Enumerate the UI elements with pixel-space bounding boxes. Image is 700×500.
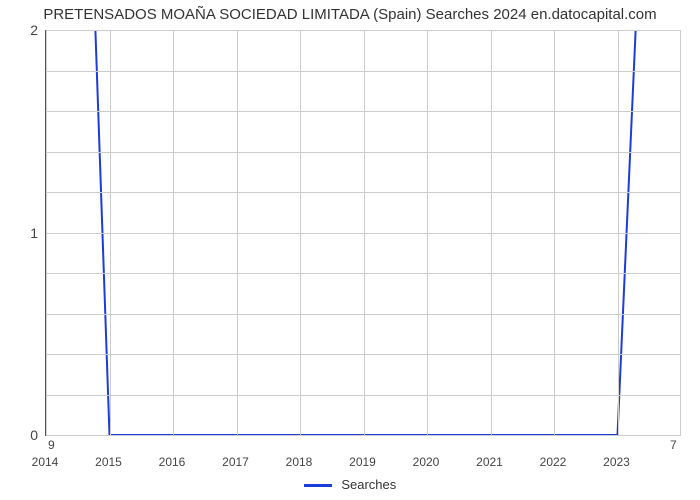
hgrid-minor <box>46 111 681 112</box>
endpoint-label-left: 9 <box>48 438 55 452</box>
x-tick-label: 2023 <box>587 455 647 469</box>
hgrid-line <box>46 435 681 436</box>
plot-area <box>45 30 681 436</box>
legend: Searches <box>0 477 700 492</box>
chart-container: PRETENSADOS MOAÑA SOCIEDAD LIMITADA (Spa… <box>0 0 700 500</box>
hgrid-minor <box>46 71 681 72</box>
chart-title: PRETENSADOS MOAÑA SOCIEDAD LIMITADA (Spa… <box>0 6 700 23</box>
x-tick-label: 2021 <box>460 455 520 469</box>
hgrid-minor <box>46 192 681 193</box>
x-tick-label: 2015 <box>79 455 139 469</box>
x-tick-label: 2017 <box>206 455 266 469</box>
x-tick-label: 2019 <box>333 455 393 469</box>
x-tick-label: 2020 <box>396 455 456 469</box>
legend-label: Searches <box>341 477 396 492</box>
hgrid-line <box>46 233 681 234</box>
x-tick-label: 2014 <box>15 455 75 469</box>
legend-swatch <box>304 484 332 487</box>
y-tick-label: 1 <box>0 225 38 241</box>
y-tick-label: 0 <box>0 427 38 443</box>
hgrid-minor <box>46 314 681 315</box>
y-tick-label: 2 <box>0 22 38 38</box>
x-tick-label: 2018 <box>269 455 329 469</box>
x-tick-label: 2022 <box>523 455 583 469</box>
endpoint-label-right: 7 <box>670 438 677 452</box>
hgrid-minor <box>46 152 681 153</box>
hgrid-minor <box>46 273 681 274</box>
hgrid-minor <box>46 395 681 396</box>
hgrid-minor <box>46 354 681 355</box>
x-tick-label: 2016 <box>142 455 202 469</box>
hgrid-line <box>46 30 681 31</box>
